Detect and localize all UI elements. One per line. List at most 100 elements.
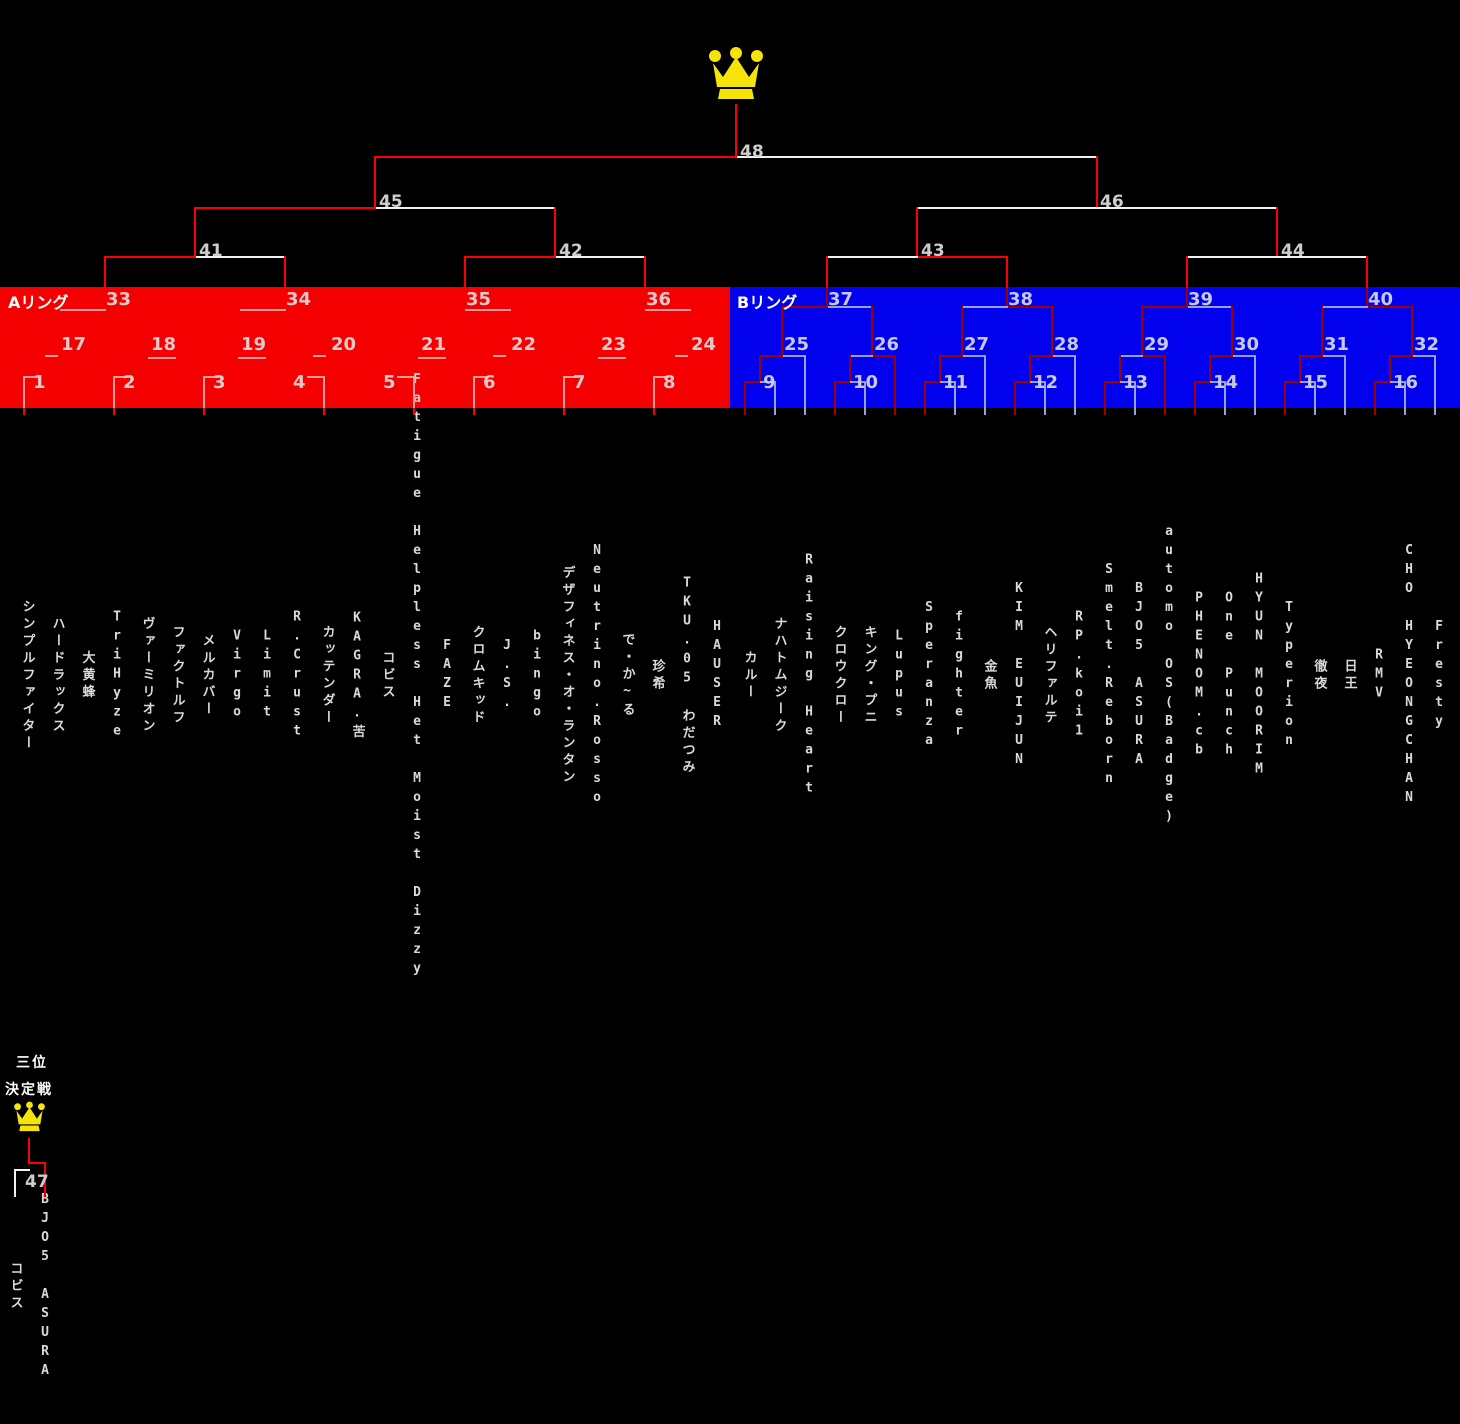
bracket-line (376, 207, 556, 209)
player-name: クロムキッド (469, 625, 485, 727)
match-number: 25 (784, 334, 810, 355)
bracket-line (644, 256, 646, 288)
player-name: 大黄蜂 (79, 650, 95, 702)
player-name: fighter (951, 609, 967, 743)
match-number: 46 (1100, 192, 1124, 212)
match-number: 38 (1008, 289, 1034, 310)
bracket-line (826, 256, 918, 258)
bracket-line (563, 376, 565, 408)
bracket-line (1006, 256, 1008, 288)
bracket-line (1434, 408, 1436, 415)
bracket-line (374, 156, 376, 208)
bracket-line (1142, 306, 1188, 308)
player-name: 日王 (1341, 659, 1357, 693)
bracket-line (873, 355, 895, 357)
match-number: 18 (151, 334, 177, 355)
match-number: 23 (601, 334, 627, 355)
bracket-line (984, 355, 986, 408)
match-number: 19 (241, 334, 267, 355)
player-name: 徹夜 (1311, 659, 1327, 693)
bracket-line (1389, 355, 1391, 383)
bracket-line (1104, 408, 1106, 415)
player-name: カッテンダー (319, 625, 335, 727)
match-number: 29 (1144, 334, 1170, 355)
bracket-line (804, 408, 806, 415)
bracket-line (23, 408, 25, 415)
bracket-line (759, 355, 761, 383)
bracket-line (653, 408, 655, 415)
bracket-line (781, 306, 783, 357)
bracket-line (826, 288, 828, 307)
bracket-line (323, 408, 325, 415)
player-name: ヘリファルテ (1041, 625, 1057, 727)
match-number: 26 (874, 334, 900, 355)
player-name: ファクトルフ (169, 625, 185, 727)
bracket-line (1044, 408, 1046, 415)
bracket-line (1224, 381, 1226, 408)
bracket-line (464, 256, 556, 258)
bracket-line (850, 381, 865, 383)
bracket-line (493, 355, 506, 357)
bracket-line (1434, 355, 1436, 408)
player-name: Limit (259, 628, 275, 724)
bracket-line (760, 355, 783, 357)
bracket-line (413, 408, 415, 415)
bracket-line (962, 306, 1008, 308)
bracket-line (1210, 381, 1225, 383)
bracket-line (1105, 381, 1120, 383)
bracket-line (556, 256, 646, 258)
bracket-line (1366, 288, 1368, 307)
player-name: メルカバー (199, 633, 215, 719)
player-name: デザフィネス・オ・ランタン (559, 565, 575, 787)
bracket-line (1344, 355, 1346, 408)
bracket-line (834, 408, 836, 415)
match-number: 36 (646, 289, 672, 310)
player-name: Raising Heart (801, 552, 817, 800)
bracket-line (1300, 355, 1323, 357)
bracket-line (744, 408, 746, 415)
bracket-line (774, 408, 776, 415)
bracket-line (735, 104, 737, 156)
player-name: 珍希 (649, 659, 665, 693)
bracket-line (963, 355, 985, 357)
bracket-line (1209, 355, 1211, 383)
bracket-line (1074, 408, 1076, 415)
match-number: 2 (123, 372, 136, 393)
match-number: 7 (573, 372, 586, 393)
player-name: J.S. (499, 638, 515, 714)
bracket-line (1194, 381, 1196, 408)
bracket-line (1195, 381, 1210, 383)
bracket-line (284, 256, 286, 288)
bracket-line (835, 381, 850, 383)
bracket-line (203, 376, 205, 408)
bracket-line (1119, 355, 1121, 383)
bracket-line (1141, 306, 1143, 357)
bracket-line (917, 207, 1278, 209)
bracket-line (113, 408, 115, 415)
player-name: BJO5 ASURA (37, 1192, 53, 1382)
bracket-line (939, 355, 941, 383)
player-name: コビス (7, 1261, 23, 1313)
bracket-line (1278, 256, 1368, 258)
bracket-line (782, 306, 828, 308)
match-number: 37 (828, 289, 854, 310)
bracket-line (1321, 306, 1323, 357)
bracket-line (1411, 306, 1413, 357)
player-name: Smelt.Reborn (1101, 562, 1117, 790)
match-number: 44 (1281, 241, 1305, 261)
player-name: クロウクロー (831, 625, 847, 727)
bracket-line (961, 306, 963, 357)
bracket-line (1390, 381, 1405, 383)
third-place-title-line1: 三位 (16, 1055, 48, 1071)
bracket-line (418, 357, 446, 359)
player-name: automo OS(Badge) (1161, 524, 1177, 828)
bracket-line (104, 256, 196, 258)
bracket-line (871, 306, 873, 357)
bracket-line (14, 1169, 30, 1171)
bracket-line (1006, 288, 1008, 307)
bracket-line (1254, 355, 1256, 408)
bracket-line (737, 156, 1098, 158)
match-number: 32 (1414, 334, 1440, 355)
bracket-line (940, 355, 963, 357)
player-name: One Punch (1221, 590, 1237, 762)
